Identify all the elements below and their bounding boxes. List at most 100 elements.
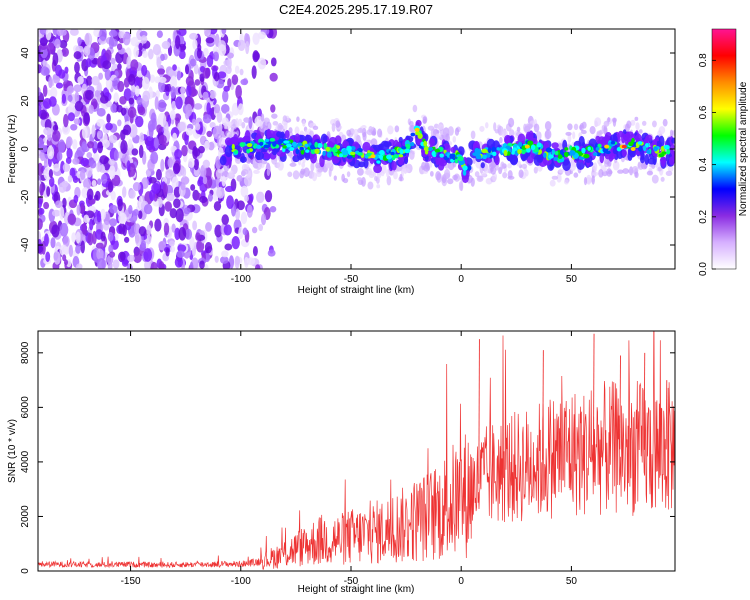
ridge-core (434, 148, 441, 153)
noise-blob (129, 109, 134, 124)
noise-blob (102, 139, 110, 149)
ridge-core (517, 148, 522, 155)
noise-blob (203, 47, 209, 57)
noise-blob (202, 114, 212, 124)
ridge-band (536, 156, 543, 163)
noise-blob (174, 149, 183, 160)
ridge-haze (252, 163, 260, 169)
ridge-core (404, 148, 411, 154)
noise-blob (107, 261, 113, 269)
ridge-haze (311, 172, 318, 182)
snr-peak-spike (643, 352, 646, 450)
noise-blob (74, 100, 84, 112)
noise-blob (63, 259, 69, 266)
ridge-haze (364, 169, 372, 175)
ridge-haze (303, 167, 310, 178)
snr-peak-spike (592, 333, 595, 452)
noise-blob (171, 176, 179, 190)
noise-blob (38, 162, 44, 176)
noise-blob (149, 74, 156, 83)
noise-blob (270, 104, 276, 113)
noise-blob (168, 69, 178, 78)
ridge-core (462, 165, 468, 171)
noise-blob (86, 188, 94, 201)
ridge-core (272, 141, 277, 147)
ridge-haze (241, 168, 249, 175)
noise-blob (235, 84, 242, 99)
ridge-core (431, 150, 436, 157)
noise-blob (213, 103, 221, 114)
noise-blob (121, 153, 129, 164)
ridge-haze (509, 129, 515, 138)
noise-blob (158, 261, 165, 269)
noise-blob (173, 198, 181, 209)
noise-blob (257, 31, 267, 40)
noise-blob (89, 218, 94, 231)
noise-blob (74, 91, 80, 103)
ridge-core (428, 146, 433, 152)
noise-blob (243, 175, 252, 187)
ridge-core (263, 144, 270, 149)
ridge-haze (626, 120, 632, 129)
ridge-core (332, 148, 338, 153)
ridge-band (391, 160, 397, 171)
ridge-band (576, 158, 585, 170)
ridge-haze (288, 127, 293, 134)
noise-blob (85, 58, 92, 68)
noise-blob (38, 103, 42, 117)
ridge-haze (341, 173, 345, 182)
noise-blob (81, 141, 88, 153)
noise-blob (267, 249, 276, 257)
noise-blob (47, 145, 55, 160)
noise-blob (96, 118, 105, 127)
noise-blob (66, 85, 75, 94)
ridge-haze (586, 174, 592, 185)
snr-x-tick-label: -100 (231, 576, 251, 587)
noise-blob (176, 70, 182, 81)
ridge-haze (470, 130, 476, 140)
ridge-band (320, 133, 328, 144)
ridge-haze (630, 119, 636, 126)
ridge-haze (412, 104, 418, 113)
ridge-band (219, 155, 227, 166)
noise-blob (96, 130, 102, 138)
ridge-band (599, 152, 605, 164)
noise-blob (216, 186, 225, 199)
noise-blob (189, 261, 194, 269)
noise-blob (146, 136, 154, 143)
ridge-band (292, 154, 300, 163)
noise-blob (100, 208, 106, 221)
noise-blob (53, 251, 58, 261)
ridge-core (475, 154, 482, 160)
noise-blob (109, 165, 116, 179)
snr-peak-spike (478, 339, 480, 484)
ridge-core (379, 154, 383, 161)
noise-blob (150, 261, 158, 269)
ridge-core (637, 141, 643, 145)
spectrogram-x-tick-label: -100 (231, 274, 251, 285)
ridge-core (304, 143, 309, 148)
noise-blob (213, 71, 220, 82)
noise-blob (138, 144, 144, 159)
noise-blob (121, 258, 129, 267)
noise-blob (258, 224, 264, 232)
noise-blob (109, 218, 118, 227)
noise-blob (206, 54, 214, 68)
noise-blob (108, 244, 114, 254)
noise-blob (117, 80, 125, 93)
noise-blob (192, 220, 198, 231)
ridge-haze (589, 126, 596, 135)
ridge-haze (386, 175, 392, 186)
ridge-haze (544, 121, 552, 131)
ridge-haze (637, 161, 641, 168)
noise-blob (136, 97, 143, 106)
ridge-haze (429, 170, 434, 177)
noise-blob (62, 163, 71, 172)
noise-blob (113, 92, 119, 103)
noise-blob (221, 117, 229, 126)
ridge-haze (356, 177, 363, 182)
noise-blob (153, 137, 159, 149)
ridge-core (339, 153, 343, 158)
noise-blob (156, 56, 162, 69)
ridge-core (390, 151, 395, 156)
